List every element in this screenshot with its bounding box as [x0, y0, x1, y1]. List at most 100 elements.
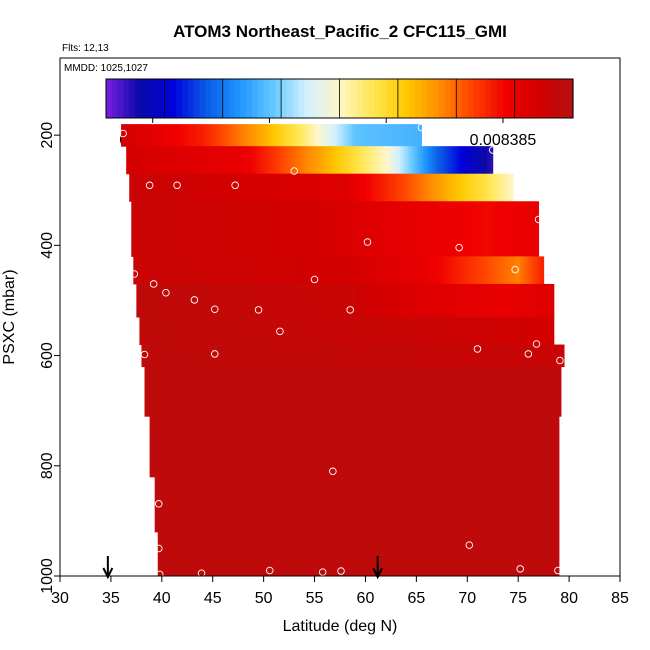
- heatmap-cell: [442, 317, 447, 346]
- heatmap-cell: [423, 366, 427, 417]
- heatmap-cell: [429, 344, 433, 368]
- heatmap-cell: [372, 146, 377, 175]
- heatmap-cell: [289, 317, 294, 346]
- heatmap-cell: [259, 531, 264, 577]
- heatmap-cell: [444, 344, 448, 368]
- heatmap-cell: [275, 201, 279, 257]
- heatmap-cell: [453, 146, 458, 175]
- heatmap-cell: [486, 416, 491, 478]
- heatmap-cell: [136, 283, 140, 318]
- colorbar-segment: [374, 79, 381, 118]
- heatmap-cell: [195, 173, 199, 202]
- heatmap-cell: [481, 531, 485, 577]
- heatmap-cell: [145, 124, 149, 147]
- heatmap-cell: [238, 476, 243, 533]
- heatmap-cell: [522, 344, 526, 368]
- heatmap-cell: [505, 283, 510, 318]
- heatmap-cell: [291, 344, 295, 368]
- heatmap-cell: [391, 283, 396, 318]
- heatmap-cell: [154, 317, 158, 346]
- heatmap-cell: [351, 366, 355, 417]
- heatmap-cell: [436, 201, 441, 257]
- heatmap-cell: [263, 416, 268, 478]
- heatmap-cell: [137, 201, 141, 257]
- heatmap-cell: [351, 344, 355, 368]
- heatmap-cell: [193, 256, 197, 285]
- heatmap-cell: [411, 416, 415, 478]
- heatmap-cell: [252, 173, 256, 202]
- heatmap-cell: [196, 476, 201, 533]
- heatmap-cell: [511, 531, 515, 577]
- heatmap-cell: [183, 344, 187, 368]
- heatmap-cell: [475, 283, 480, 318]
- heatmap-cell: [451, 476, 455, 533]
- heatmap-cell: [385, 124, 389, 147]
- heatmap-cell: [138, 173, 142, 202]
- heatmap-cell: [451, 317, 456, 346]
- heatmap-cell: [459, 344, 463, 368]
- heatmap-cell: [157, 124, 161, 147]
- heatmap-cell: [213, 146, 217, 175]
- heatmap-cell: [436, 476, 440, 533]
- heatmap-cell: [249, 146, 253, 175]
- heatmap-cell: [216, 146, 220, 175]
- heatmap-cell: [325, 531, 329, 577]
- heatmap-cell: [459, 366, 463, 417]
- heatmap-cell: [274, 283, 279, 318]
- heatmap-cell: [199, 317, 203, 346]
- heatmap-cell: [263, 201, 267, 257]
- heatmap-cell: [475, 317, 480, 346]
- heatmap-cell: [528, 344, 532, 368]
- heatmap-cell: [166, 531, 171, 577]
- heatmap-cell: [327, 146, 331, 175]
- heatmap-cell: [243, 146, 247, 175]
- heatmap-cell: [321, 173, 325, 202]
- heatmap-cell: [545, 366, 550, 417]
- heatmap-cell: [220, 256, 224, 285]
- heatmap-cell: [354, 173, 358, 202]
- heatmap-cell: [351, 146, 356, 175]
- heatmap-cell: [447, 173, 451, 202]
- heatmap-cell: [450, 344, 454, 368]
- heatmap-cell: [272, 201, 276, 257]
- heatmap-cell: [457, 476, 461, 533]
- heatmap-cell: [400, 476, 404, 533]
- heatmap-cell: [504, 256, 509, 285]
- heatmap-cell: [178, 124, 182, 147]
- heatmap-cell: [378, 146, 383, 175]
- heatmap-cell: [472, 283, 477, 318]
- heatmap-cell: [534, 531, 539, 577]
- heatmap-cell: [373, 476, 377, 533]
- heatmap-cell: [378, 256, 383, 285]
- heatmap-cell: [498, 256, 503, 285]
- heatmap-cell: [396, 256, 401, 285]
- heatmap-cell: [490, 476, 494, 533]
- heatmap-cell: [510, 344, 514, 368]
- heatmap-cell: [451, 531, 455, 577]
- colorbar-segment: [275, 79, 282, 118]
- heatmap-cell: [369, 173, 373, 202]
- heatmap-cell: [349, 531, 353, 577]
- heatmap-cell: [460, 201, 465, 257]
- heatmap-cell: [499, 201, 504, 257]
- colorbar-segment: [216, 79, 224, 118]
- heatmap-cell: [453, 416, 458, 478]
- heatmap-cell: [262, 317, 267, 346]
- heatmap-cell: [183, 366, 187, 417]
- heatmap-cell: [206, 416, 211, 478]
- heatmap-cell: [310, 256, 314, 285]
- heatmap-cell: [432, 416, 437, 478]
- colorbar-segment: [310, 79, 317, 118]
- heatmap-cell: [400, 283, 405, 318]
- heatmap-cell: [348, 416, 352, 478]
- heatmap-cell: [442, 201, 447, 257]
- colorbar-segment: [205, 79, 212, 118]
- heatmap-cell: [221, 416, 226, 478]
- heatmap-cell: [496, 476, 500, 533]
- heatmap-cell: [555, 531, 560, 577]
- heatmap-cell: [315, 416, 319, 478]
- heatmap-cell: [352, 124, 356, 147]
- heatmap-cell: [345, 416, 349, 478]
- heatmap-cell: [354, 366, 358, 417]
- sample-point: [318, 568, 327, 576]
